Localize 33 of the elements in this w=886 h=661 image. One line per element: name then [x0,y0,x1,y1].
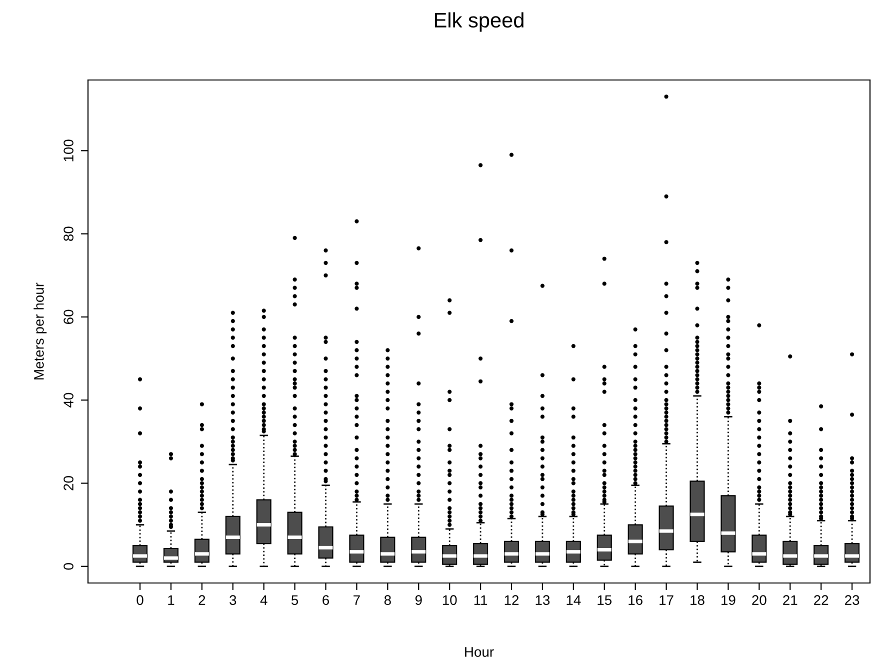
y-tick-label: 100 [64,140,74,162]
x-tick-label: 2 [198,595,206,605]
y-tick-label: 40 [64,392,74,408]
x-tick-label: 0 [136,595,144,606]
x-tick-label: 10 [442,595,457,606]
x-tick-label: 22 [814,595,828,605]
chart-title: Elk speed [434,12,524,32]
x-tick-label: 9 [415,595,422,606]
y-tick-label: 60 [64,310,74,324]
x-tick-label: 20 [752,595,766,606]
x-tick-label: 8 [384,595,391,606]
x-tick-label: 1 [168,595,174,605]
x-tick-label: 19 [722,595,736,606]
y-axis-title: Meters per hour [34,282,47,380]
x-tick-label: 13 [536,595,550,606]
x-axis-title: Hour [465,647,494,657]
y-tick-label: 80 [64,226,74,241]
x-tick-label: 15 [598,595,612,606]
x-tick-label: 7 [354,595,360,605]
x-tick-label: 17 [660,595,674,605]
x-tick-label: 5 [291,595,298,606]
x-tick-label: 16 [628,595,642,606]
x-tick-label: 6 [322,595,330,606]
x-tick-label: 18 [690,595,704,606]
x-tick-label: 11 [474,595,488,605]
x-tick-label: 21 [783,595,798,605]
x-tick-label: 12 [504,595,519,605]
y-tick-label: 20 [64,476,74,490]
x-tick-label: 3 [230,595,236,606]
y-tick-label: 0 [64,563,74,570]
x-tick-label: 4 [260,595,268,605]
x-tick-label: 14 [566,595,581,605]
x-tick-label: 23 [845,595,860,606]
